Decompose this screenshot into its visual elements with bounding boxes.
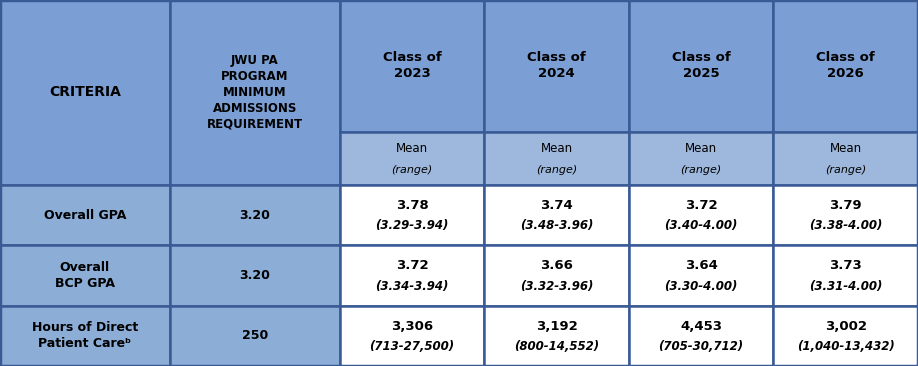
Text: CRITERIA: CRITERIA bbox=[49, 85, 121, 100]
Text: 3.72: 3.72 bbox=[396, 259, 429, 272]
Bar bbox=[773, 306, 918, 366]
Text: Class of
2026: Class of 2026 bbox=[816, 51, 875, 81]
Text: (705-30,712): (705-30,712) bbox=[658, 340, 744, 353]
Text: 250: 250 bbox=[241, 329, 268, 342]
Bar bbox=[0, 306, 170, 366]
Text: (3.34-3.94): (3.34-3.94) bbox=[375, 280, 449, 293]
Bar bbox=[340, 0, 485, 132]
Text: 3.74: 3.74 bbox=[540, 199, 573, 212]
Text: Mean: Mean bbox=[830, 142, 862, 155]
Text: 3.79: 3.79 bbox=[829, 199, 862, 212]
Text: (3.29-3.94): (3.29-3.94) bbox=[375, 219, 449, 232]
Text: 3.64: 3.64 bbox=[685, 259, 718, 272]
Bar bbox=[170, 245, 340, 306]
Bar bbox=[340, 132, 485, 185]
Text: Class of
2024: Class of 2024 bbox=[527, 51, 586, 81]
Text: 3,192: 3,192 bbox=[536, 320, 577, 333]
Bar bbox=[0, 185, 170, 245]
Text: Overall
BCP GPA: Overall BCP GPA bbox=[55, 261, 115, 290]
Text: Class of
2025: Class of 2025 bbox=[672, 51, 731, 81]
Bar bbox=[629, 245, 773, 306]
Text: JWU PA
PROGRAM
MINIMUM
ADMISSIONS
REQUIREMENT: JWU PA PROGRAM MINIMUM ADMISSIONS REQUIR… bbox=[207, 54, 303, 131]
Text: 3.72: 3.72 bbox=[685, 199, 718, 212]
Text: Mean: Mean bbox=[685, 142, 717, 155]
Text: Mean: Mean bbox=[396, 142, 428, 155]
Bar bbox=[773, 245, 918, 306]
Text: (range): (range) bbox=[825, 165, 867, 175]
Bar bbox=[340, 245, 485, 306]
Bar bbox=[170, 185, 340, 245]
Bar bbox=[485, 0, 629, 132]
Bar bbox=[485, 245, 629, 306]
Bar bbox=[773, 0, 918, 132]
Text: (range): (range) bbox=[680, 165, 722, 175]
Text: 3.78: 3.78 bbox=[396, 199, 429, 212]
Text: 3,306: 3,306 bbox=[391, 320, 433, 333]
Text: Mean: Mean bbox=[541, 142, 573, 155]
Bar bbox=[485, 185, 629, 245]
Text: (3.48-3.96): (3.48-3.96) bbox=[520, 219, 593, 232]
Text: (3.32-3.96): (3.32-3.96) bbox=[520, 280, 593, 293]
Bar bbox=[629, 306, 773, 366]
Text: (3.40-4.00): (3.40-4.00) bbox=[665, 219, 738, 232]
Text: Overall GPA: Overall GPA bbox=[44, 209, 126, 221]
Text: (3.31-4.00): (3.31-4.00) bbox=[809, 280, 882, 293]
Bar bbox=[0, 0, 170, 185]
Bar bbox=[170, 306, 340, 366]
Bar bbox=[629, 185, 773, 245]
Bar bbox=[170, 0, 340, 185]
Text: 3,002: 3,002 bbox=[824, 320, 867, 333]
Text: (1,040-13,432): (1,040-13,432) bbox=[797, 340, 894, 353]
Bar bbox=[629, 0, 773, 132]
Text: (range): (range) bbox=[391, 165, 432, 175]
Text: 3.66: 3.66 bbox=[540, 259, 573, 272]
Text: 3.20: 3.20 bbox=[240, 269, 270, 282]
Bar bbox=[629, 132, 773, 185]
Text: 3.20: 3.20 bbox=[240, 209, 270, 221]
Text: (800-14,552): (800-14,552) bbox=[514, 340, 599, 353]
Text: 4,453: 4,453 bbox=[680, 320, 722, 333]
Text: (713-27,500): (713-27,500) bbox=[369, 340, 454, 353]
Bar bbox=[485, 132, 629, 185]
Text: (3.38-4.00): (3.38-4.00) bbox=[809, 219, 882, 232]
Bar bbox=[0, 245, 170, 306]
Text: (3.30-4.00): (3.30-4.00) bbox=[665, 280, 738, 293]
Text: 3.73: 3.73 bbox=[829, 259, 862, 272]
Bar bbox=[485, 306, 629, 366]
Text: Hours of Direct
Patient Careᵇ: Hours of Direct Patient Careᵇ bbox=[32, 321, 138, 350]
Text: (range): (range) bbox=[536, 165, 577, 175]
Bar bbox=[340, 185, 485, 245]
Bar bbox=[773, 132, 918, 185]
Bar bbox=[340, 306, 485, 366]
Bar bbox=[773, 185, 918, 245]
Text: Class of
2023: Class of 2023 bbox=[383, 51, 442, 81]
